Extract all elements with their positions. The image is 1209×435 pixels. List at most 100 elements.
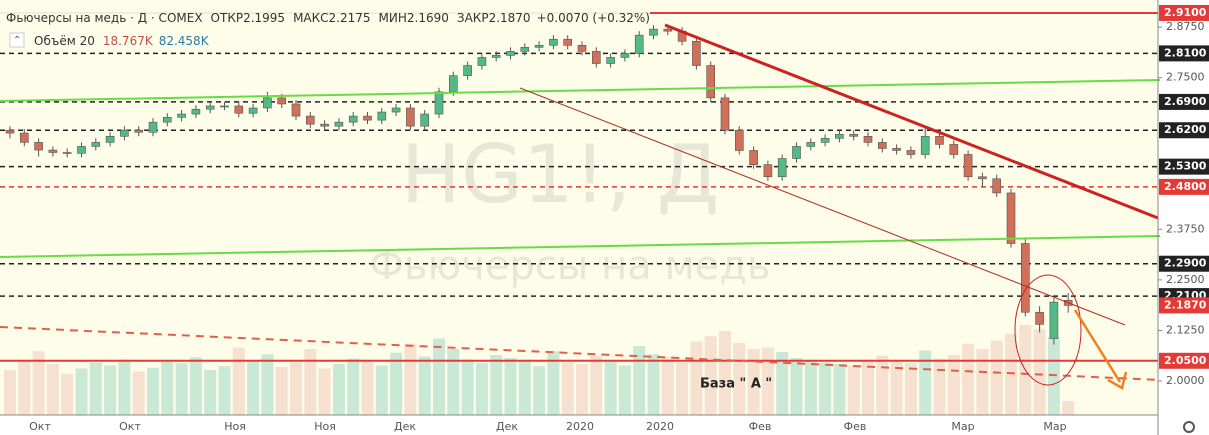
x-tick-label: Фев — [844, 420, 867, 433]
candle-body — [5, 129, 15, 134]
candle-body — [477, 57, 487, 66]
x-tick-label: Фев — [749, 420, 772, 433]
settings-button[interactable] — [1183, 421, 1195, 433]
candle-body — [877, 142, 887, 149]
level-label-box — [1159, 93, 1209, 110]
candle-body — [549, 38, 558, 46]
candle-body — [420, 113, 430, 127]
candle-body — [434, 91, 444, 115]
volume-bar — [618, 365, 631, 415]
candle-body — [134, 129, 143, 133]
collapse-button[interactable] — [9, 32, 25, 48]
candle-body — [935, 136, 944, 145]
volume-bar — [32, 351, 45, 415]
candle-body — [377, 111, 387, 121]
level-label-box — [1159, 122, 1209, 139]
volume-value: 18.767K — [103, 34, 154, 48]
volume-bar — [604, 360, 617, 415]
candle-body — [320, 123, 329, 127]
volume-bar — [318, 368, 331, 415]
volume-bar — [390, 352, 403, 415]
annotation: База " А " — [700, 377, 772, 392]
change: +0.0070 (+0.32%) — [537, 11, 650, 25]
candle-body — [734, 129, 744, 151]
trend-line — [0, 79, 1161, 102]
level-label: 2.4800 — [1164, 180, 1207, 193]
volume-bar — [576, 364, 588, 415]
level-label: 2.9100 — [1164, 6, 1207, 19]
level-label-box — [1159, 352, 1209, 369]
level-label-box — [1159, 158, 1209, 175]
x-tick-label: Дек — [394, 420, 416, 433]
y-tick-label: 2.0000 — [1166, 374, 1205, 387]
volume-bar — [18, 361, 31, 415]
volume-bar — [919, 350, 932, 415]
x-tick-label: Окт — [29, 420, 51, 433]
volume-bar — [332, 364, 345, 415]
volume-bar — [447, 349, 460, 415]
trend-line — [519, 87, 1126, 326]
candle-body — [1006, 192, 1016, 244]
volume-bar — [533, 366, 546, 415]
y-tick-label: 2.3750 — [1166, 222, 1205, 235]
volume-bar — [275, 367, 288, 415]
x-tick-label: Окт — [119, 420, 141, 433]
x-tick-label: Дек — [496, 420, 518, 433]
arrow-head — [1107, 371, 1128, 390]
candle-body — [220, 105, 229, 108]
candle-body — [406, 107, 415, 127]
candle-body — [348, 115, 358, 123]
candle-body — [62, 152, 72, 154]
trend-line — [664, 23, 1159, 220]
candle-body — [949, 144, 959, 155]
candle-body — [448, 75, 458, 93]
level-label: 2.8100 — [1164, 46, 1207, 59]
volume-bar — [161, 361, 174, 415]
volume-bar — [719, 331, 731, 415]
volume-bar — [962, 343, 975, 415]
candle-body — [506, 51, 515, 56]
volume-bar — [990, 340, 1003, 415]
y-tick-label: 2.1250 — [1166, 323, 1205, 336]
volume-bar — [232, 347, 245, 415]
candles-layer — [5, 25, 1073, 345]
candle-body — [835, 133, 844, 139]
candle-body — [248, 107, 258, 114]
candle-body — [1020, 243, 1030, 313]
candle-body — [920, 136, 930, 155]
candle-body — [634, 34, 644, 54]
volume-bar — [847, 365, 860, 415]
x-tick-label: Мар — [1043, 420, 1066, 433]
candle-body — [849, 133, 859, 137]
candle-body — [706, 65, 716, 99]
candle-body — [577, 45, 587, 52]
stat-value: 2.1995 — [243, 11, 285, 25]
volume-bar — [204, 370, 217, 415]
watermark-name: Фьючерсы на медь — [370, 243, 771, 289]
volume-bar — [547, 351, 560, 415]
candle-body — [563, 38, 573, 46]
volume-bar — [61, 373, 74, 415]
volume-bar — [46, 364, 59, 415]
candle-body — [191, 108, 201, 115]
volume-bar — [175, 363, 188, 415]
drawings — [0, 23, 1161, 390]
candle-body — [1049, 301, 1059, 339]
arrow — [1073, 309, 1122, 383]
volume-bar — [704, 336, 717, 415]
volume-bar — [218, 366, 231, 415]
volume-bar — [104, 365, 117, 415]
volume-bar — [75, 368, 88, 415]
volume-bar — [518, 361, 531, 415]
legend: Фьючерсы на медь · Д · COMEX ОТКР2.1995 МА… — [0, 8, 650, 48]
volume-bar — [375, 365, 388, 415]
level-label: 2.6200 — [1164, 123, 1207, 136]
stat-label: ОТКР — [211, 11, 244, 25]
candle-body — [363, 115, 372, 121]
volume-label: Объём 20 — [34, 34, 95, 48]
level-label: 2.0500 — [1164, 354, 1207, 367]
candle-body — [234, 105, 244, 114]
candle-body — [120, 129, 129, 137]
volume-bar — [976, 349, 989, 415]
